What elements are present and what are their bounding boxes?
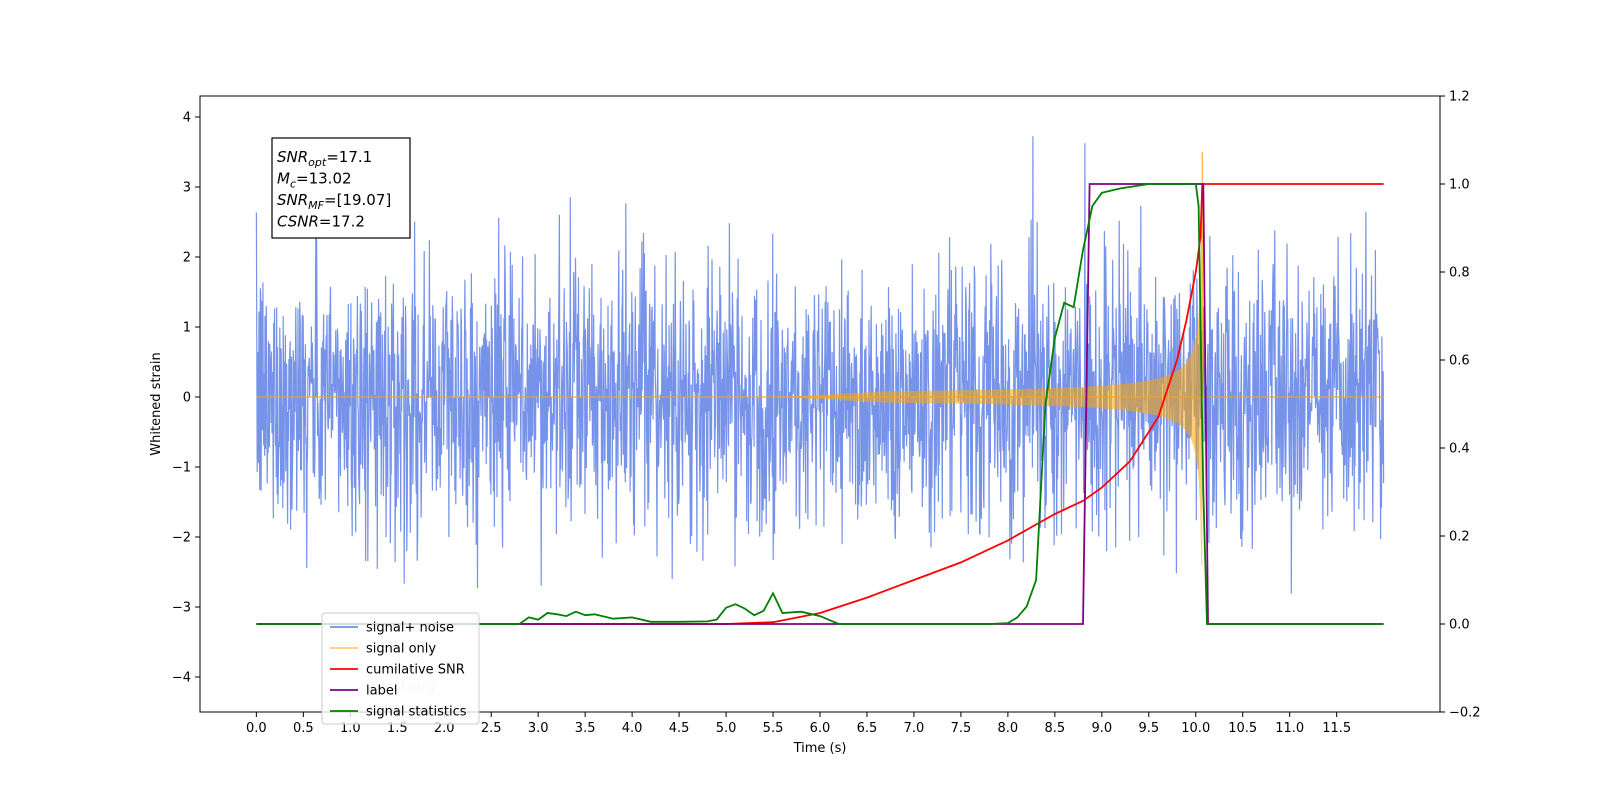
signal-statistics-line [256, 183, 1384, 625]
y-left-tick-label: −1 [172, 461, 191, 476]
x-tick-label: 11.5 [1322, 721, 1351, 736]
x-tick-label: 2.5 [481, 721, 502, 736]
y-right-tick-label: −0.2 [1449, 706, 1481, 721]
x-tick-label: 3.0 [528, 721, 549, 736]
y-axis-right: −0.2 0.0 0.2 0.4 0.6 0.8 1.0 1.2 [1440, 90, 1481, 721]
x-tick-label: 8.0 [998, 721, 1019, 736]
y-left-tick-label: −4 [172, 671, 191, 686]
annotation-line: Mc=13.02 [277, 170, 352, 191]
x-tick-label: 6.5 [857, 721, 878, 736]
legend-label: signal only [366, 642, 436, 657]
annotation-line: SNRMF=[19.07] [277, 191, 391, 212]
y-right-tick-label: 0.4 [1449, 442, 1470, 457]
legend: signal only signal statistics signal+ nois… [321, 612, 480, 725]
y-left-tick-label: 0 [183, 391, 191, 406]
x-tick-label: 7.0 [904, 721, 925, 736]
y-left-tick-label: 3 [183, 181, 191, 196]
y-left-tick-label: 2 [183, 251, 191, 266]
legend-label: label [366, 684, 397, 699]
annotation-line: CSNR=17.2 [277, 213, 365, 231]
x-tick-label: 9.5 [1138, 721, 1159, 736]
x-tick-label: 2.0 [434, 721, 455, 736]
x-tick-label: 1.0 [340, 721, 361, 736]
x-tick-label: 5.0 [716, 721, 737, 736]
x-axis-label: Time (s) [793, 741, 847, 756]
y-right-tick-label: 0.8 [1449, 266, 1470, 281]
x-tick-label: 6.0 [810, 721, 831, 736]
legend-label: cumilative SNR [366, 663, 465, 678]
x-tick-label: 8.5 [1045, 721, 1066, 736]
x-axis: 0.0 0.5 1.0 1.5 2.0 2.5 3.0 3.5 4.0 4.5 5.0 5.5 6.0 6… [246, 712, 1351, 736]
legend-frame [321, 612, 480, 725]
x-tick-label: 5.5 [763, 721, 784, 736]
x-tick-label: 11.0 [1275, 721, 1304, 736]
x-tick-label: 10.5 [1228, 721, 1257, 736]
y-right-tick-label: 1.0 [1449, 178, 1470, 193]
annotation-frame [271, 137, 411, 239]
right-axis-series [256, 183, 1384, 625]
y-axis-left-label: Whitened strain [149, 352, 164, 455]
y-right-tick-label: 0.2 [1449, 530, 1470, 545]
y-right-tick-label: 0.6 [1449, 354, 1470, 369]
x-tick-label: 7.5 [951, 721, 972, 736]
legend-label: signal+ noise [366, 621, 454, 636]
annotation-box: SNRopt=17.1Mc=13.02SNRMF=[19.07]CSNR=17.… [271, 137, 411, 239]
x-tick-label: 0.0 [246, 721, 267, 736]
x-tick-label: 3.5 [575, 721, 596, 736]
y-left-tick-label: −3 [172, 601, 191, 616]
x-tick-label: 0.5 [293, 721, 314, 736]
x-tick-label: 9.0 [1091, 721, 1112, 736]
y-left-tick-label: 4 [183, 111, 191, 126]
x-tick-label: 1.5 [387, 721, 408, 736]
y-right-tick-label: 0.0 [1449, 618, 1470, 633]
x-tick-label: 10.0 [1181, 721, 1210, 736]
annotation-line: SNRopt=17.1 [277, 148, 372, 169]
x-tick-label: 4.0 [622, 721, 643, 736]
x-tick-label: 4.5 [669, 721, 690, 736]
legend-label: signal statistics [366, 705, 467, 720]
y-left-tick-label: 1 [183, 321, 191, 336]
y-left-tick-label: −2 [172, 531, 191, 546]
y-right-tick-label: 1.2 [1449, 90, 1470, 105]
cumilative-snr-line [256, 183, 1384, 625]
y-axis-left: −4 −3 −2 −1 0 1 2 3 4 [172, 111, 200, 686]
